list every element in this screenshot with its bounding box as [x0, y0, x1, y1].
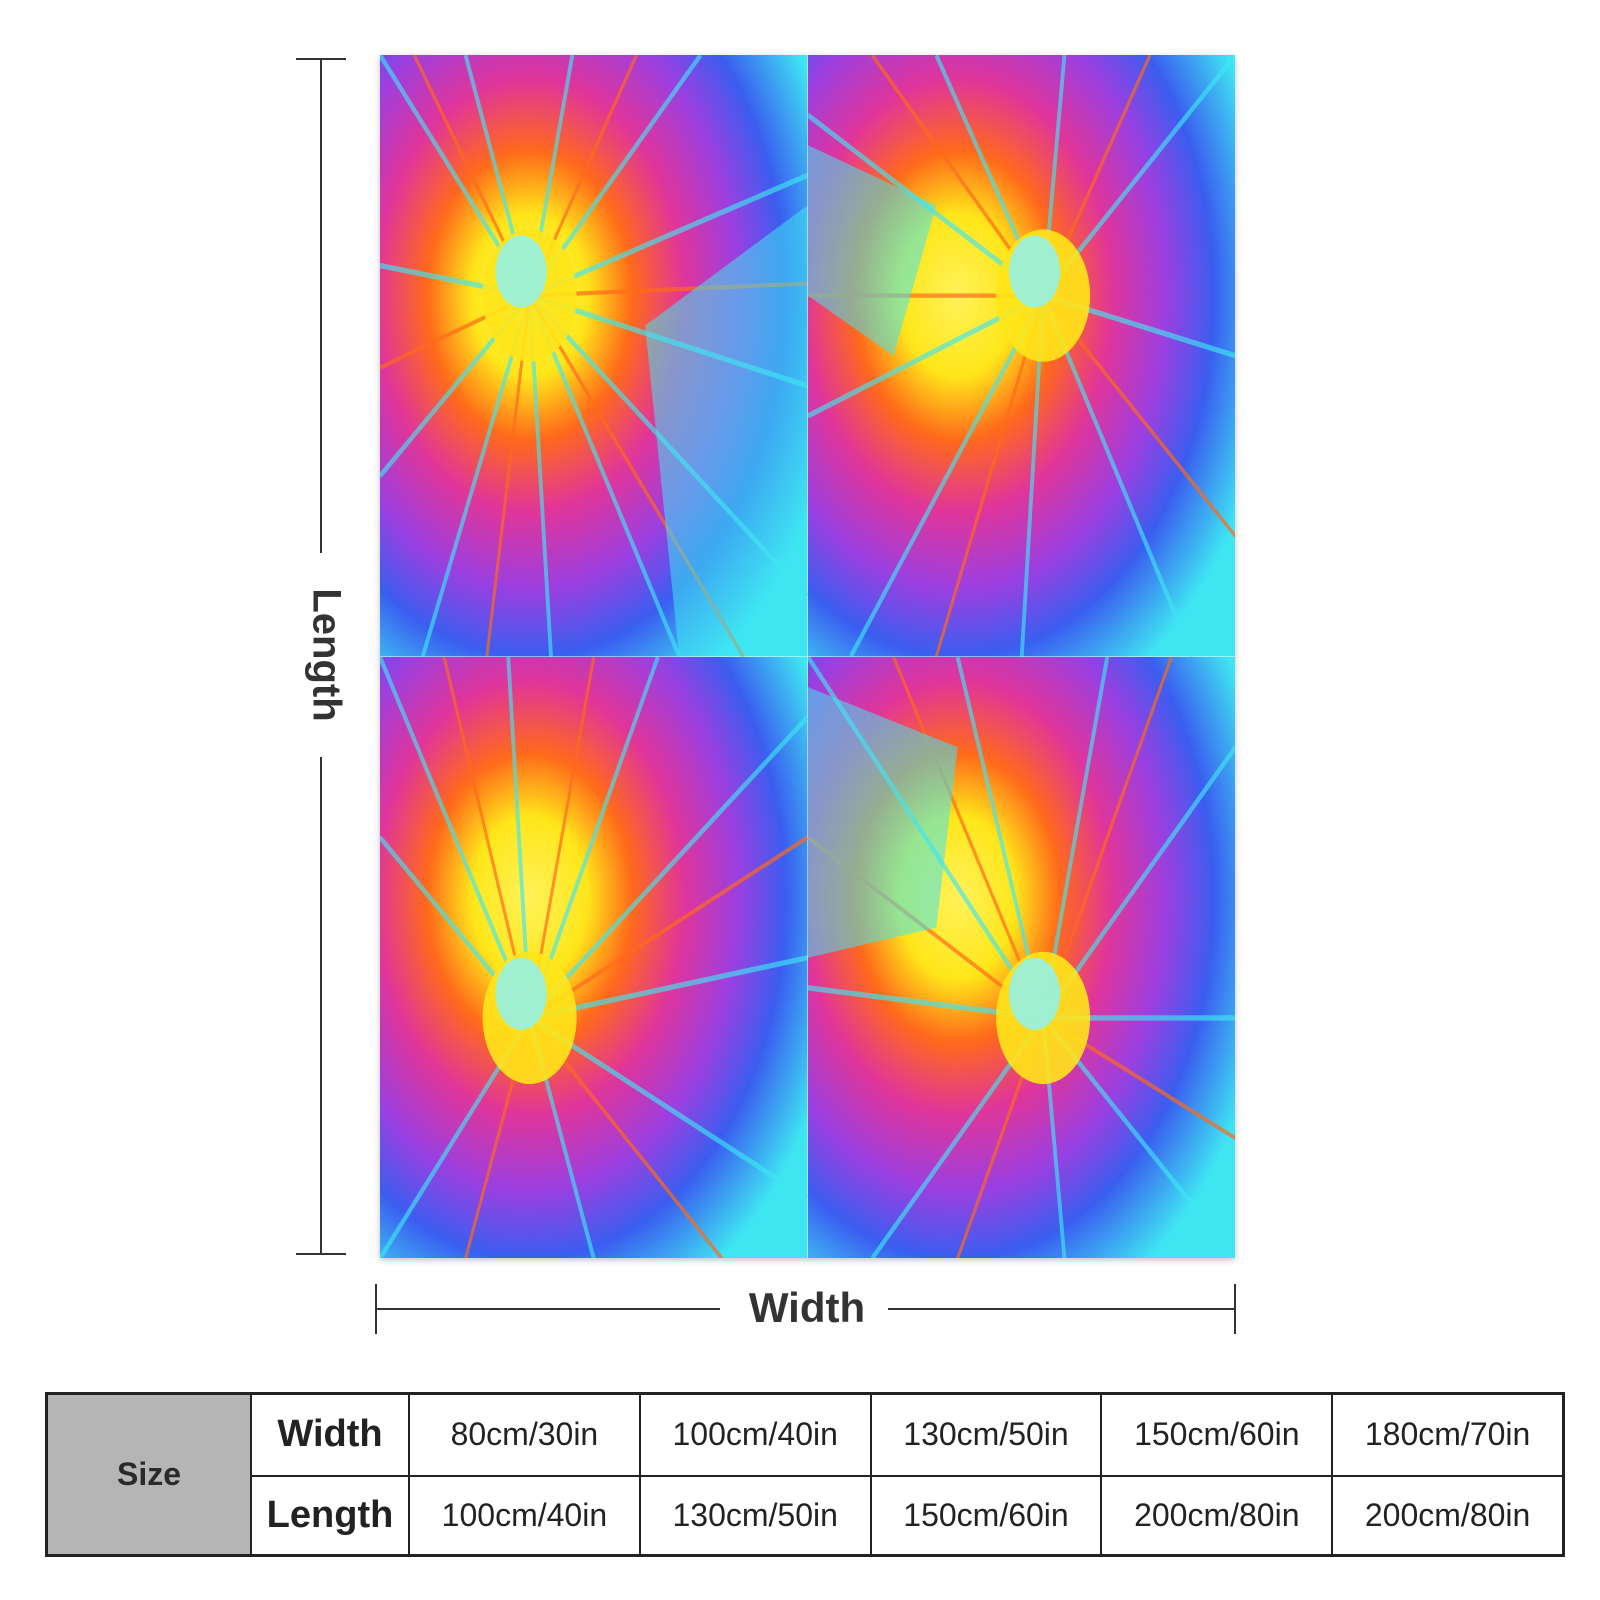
length-label: Length	[304, 588, 349, 722]
table-cell: 150cm/60in	[869, 1474, 1101, 1554]
pattern-tile	[380, 656, 808, 1258]
width-line-right	[888, 1308, 1236, 1310]
pattern-tile	[380, 55, 808, 657]
size-header: Size	[48, 1395, 250, 1554]
table-cell: 130cm/50in	[638, 1474, 870, 1554]
width-row-label: Width	[250, 1395, 408, 1475]
length-row-label: Length	[250, 1474, 408, 1554]
width-right-tick	[1234, 1284, 1236, 1334]
length-line-lower	[320, 757, 322, 1254]
size-table: Size Width 80cm/30in 100cm/40in 130cm/50…	[45, 1392, 1565, 1557]
length-line-upper	[320, 58, 322, 553]
blanket-print-image	[380, 55, 1235, 1258]
table-cell: 130cm/50in	[869, 1395, 1101, 1475]
table-cell: 200cm/80in	[1331, 1474, 1562, 1554]
width-label: Width	[748, 1284, 866, 1331]
table-cell: 100cm/40in	[408, 1474, 639, 1554]
table-cell: 180cm/70in	[1331, 1395, 1562, 1475]
pattern-tile	[807, 55, 1235, 657]
width-line-left	[375, 1308, 720, 1310]
table-cell: 80cm/30in	[408, 1395, 639, 1475]
length-bottom-tick	[296, 1253, 346, 1255]
table-cell: 100cm/40in	[638, 1395, 870, 1475]
table-cell: 150cm/60in	[1100, 1395, 1331, 1475]
pattern-tile	[807, 656, 1235, 1258]
table-cell: 200cm/80in	[1100, 1474, 1332, 1554]
